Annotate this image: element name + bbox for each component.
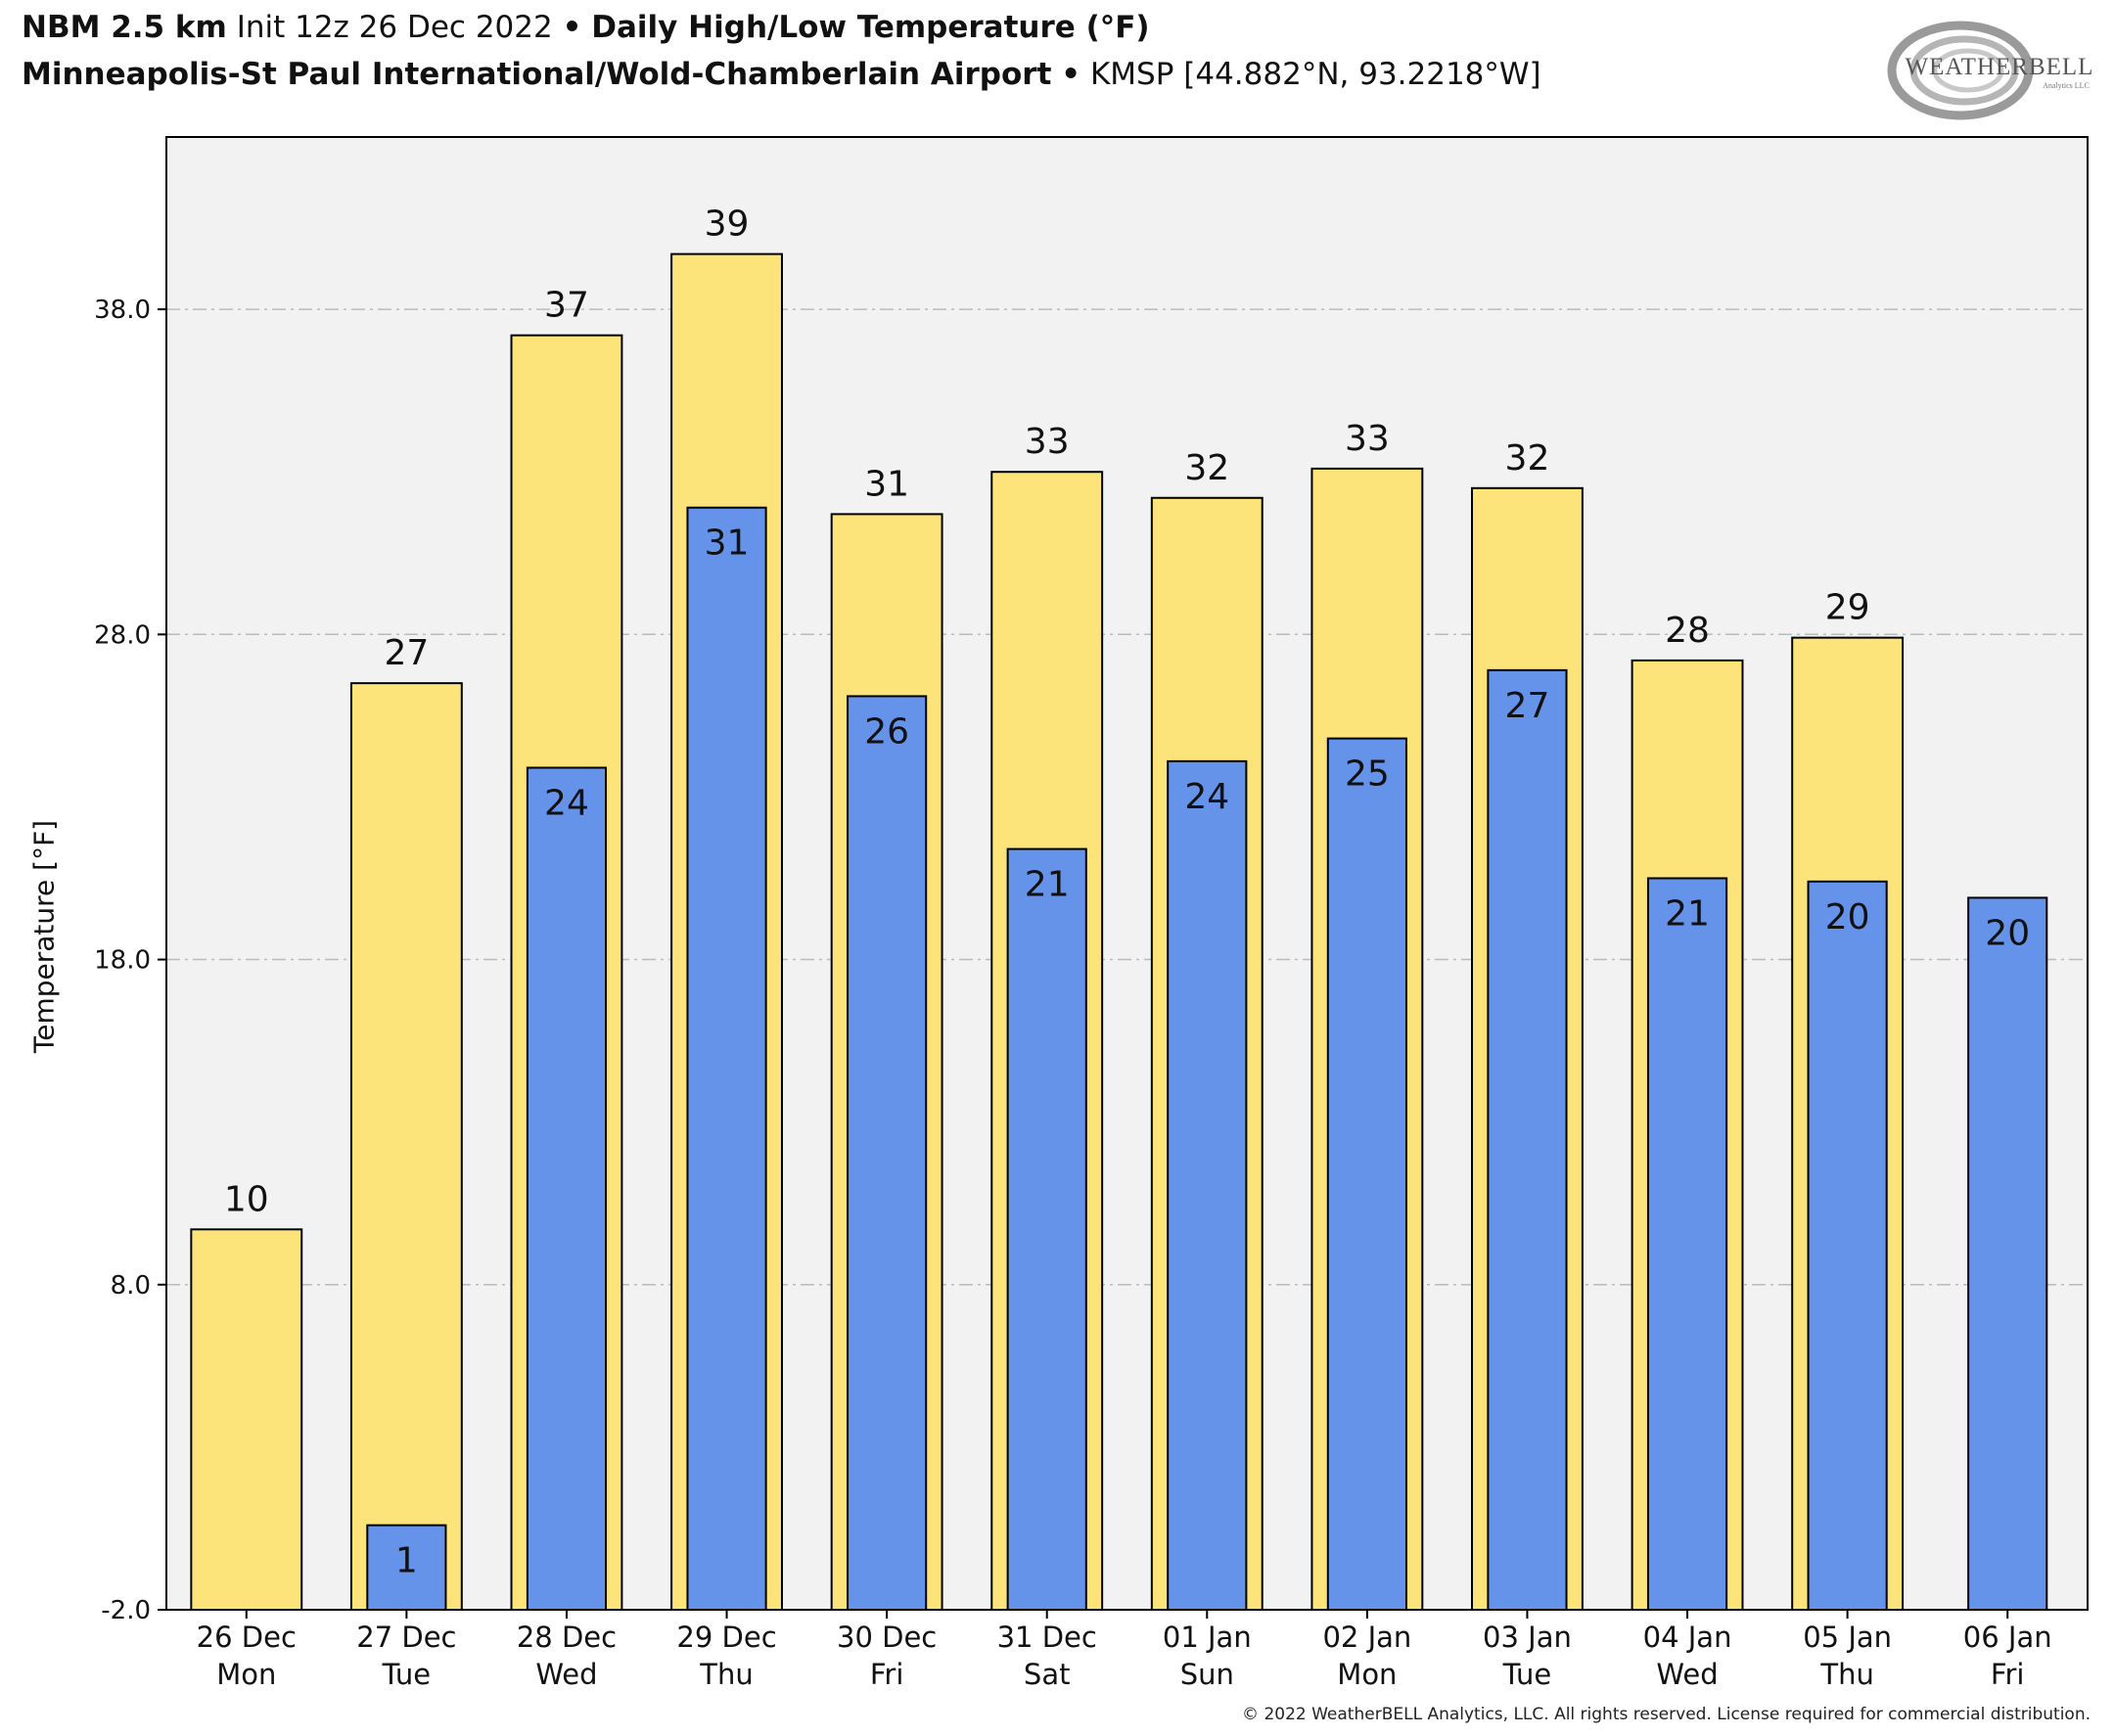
model-name: NBM 2.5 km xyxy=(22,10,227,45)
grid-lines xyxy=(166,308,2088,1286)
title-line-1: NBM 2.5 km Init 12z 26 Dec 2022 • Daily … xyxy=(22,10,1150,45)
copyright-notice: © 2022 WeatherBELL Analytics, LLC. All r… xyxy=(1242,1705,2091,1724)
x-tick-day: Thu xyxy=(699,1658,753,1691)
title-bullet-2: • xyxy=(1061,57,1081,92)
weatherbell-logo: WEATHERBELL Analytics LLC xyxy=(1887,21,2094,120)
x-tick-day: Mon xyxy=(216,1658,276,1691)
bars xyxy=(190,252,2048,1612)
y-axis-label: Temperature [°F] xyxy=(27,819,61,1054)
low-temp-label: 26 xyxy=(864,711,909,752)
low-temp-label: 21 xyxy=(1025,865,1070,905)
x-tick-day: Tue xyxy=(1502,1658,1552,1691)
x-tick-date: 28 Dec xyxy=(517,1621,617,1654)
low-temp-label: 20 xyxy=(1985,913,2030,953)
x-tick-day: Thu xyxy=(1819,1658,1873,1691)
low-temp-bar xyxy=(847,695,928,1611)
logo-text: WEATHERBELL xyxy=(1906,54,2094,80)
low-temp-bar xyxy=(1167,759,1248,1611)
title-line-2: Minneapolis-St Paul International/Wold-C… xyxy=(22,57,1541,92)
high-temp-label: 37 xyxy=(544,286,589,326)
high-temp-bar xyxy=(190,1228,303,1611)
low-temp-bar xyxy=(1326,737,1407,1611)
y-tick-label: 28.0 xyxy=(94,620,151,650)
plot-border xyxy=(165,136,2089,1611)
high-temp-label: 32 xyxy=(1184,448,1229,488)
low-temp-label: 21 xyxy=(1665,893,1710,934)
low-temp-bar xyxy=(686,506,767,1611)
x-tick-date: 03 Jan xyxy=(1483,1621,1572,1654)
high-temp-label: 28 xyxy=(1665,611,1710,651)
high-temp-label: 10 xyxy=(224,1179,269,1219)
y-tick-label: 8.0 xyxy=(111,1271,151,1301)
low-temp-label: 24 xyxy=(1184,777,1229,817)
weatherbell-swirl-icon xyxy=(1887,21,2034,120)
logo-small-text: Analytics LLC xyxy=(2043,81,2090,90)
x-tick-day: Mon xyxy=(1337,1658,1397,1691)
y-axis: -2.0 8.0 18.0 28.0 38.0 xyxy=(94,296,166,1625)
y-tick-label: -2.0 xyxy=(101,1596,151,1625)
low-temp-bar xyxy=(1487,668,1568,1611)
init-time: Init 12z 26 Dec 2022 xyxy=(236,10,553,45)
product-name: Daily High/Low Temperature (°F) xyxy=(591,10,1150,45)
low-temp-bar xyxy=(1807,880,1888,1611)
station-name: Minneapolis-St Paul International/Wold-C… xyxy=(22,57,1052,92)
high-temp-label: 33 xyxy=(1025,422,1070,462)
x-tick-date: 29 Dec xyxy=(676,1621,776,1654)
x-tick-day: Wed xyxy=(535,1658,597,1691)
low-temp-label: 24 xyxy=(544,784,589,824)
low-temp-label: 1 xyxy=(395,1541,418,1581)
low-temp-bar xyxy=(1006,847,1087,1611)
high-temp-label: 32 xyxy=(1505,438,1550,479)
plot-area xyxy=(166,137,2088,1610)
value-labels: 10 27 1 37 24 39 31 31 26 33 21 32 24 33 25 32 27 28 21 29 2… xyxy=(224,205,2030,1581)
low-temp-bar xyxy=(1967,896,2048,1611)
high-temp-label: 29 xyxy=(1825,588,1870,628)
x-tick-date: 27 Dec xyxy=(356,1621,456,1654)
high-temp-label: 39 xyxy=(705,205,750,245)
high-temp-label: 33 xyxy=(1345,419,1390,459)
x-tick-day: Fri xyxy=(1991,1658,2025,1691)
low-temp-label: 25 xyxy=(1345,754,1390,795)
x-tick-day: Sat xyxy=(1024,1658,1071,1691)
x-tick-day: Tue xyxy=(382,1658,432,1691)
x-tick-date: 06 Jan xyxy=(1963,1621,2052,1654)
low-temp-bar xyxy=(526,766,608,1611)
x-tick-date: 31 Dec xyxy=(997,1621,1097,1654)
x-tick-day: Sun xyxy=(1180,1658,1234,1691)
y-tick-label: 38.0 xyxy=(94,296,151,325)
high-temp-label: 31 xyxy=(864,464,909,504)
x-tick-date: 26 Dec xyxy=(197,1621,297,1654)
x-tick-date: 30 Dec xyxy=(837,1621,937,1654)
title-bullet: • xyxy=(562,10,582,45)
y-tick-label: 18.0 xyxy=(94,946,151,976)
x-tick-date: 02 Jan xyxy=(1322,1621,1411,1654)
x-tick-date: 01 Jan xyxy=(1163,1621,1252,1654)
x-tick-date: 04 Jan xyxy=(1643,1621,1732,1654)
low-temp-bar xyxy=(1646,877,1728,1611)
x-tick-day: Wed xyxy=(1656,1658,1718,1691)
x-tick-day: Fri xyxy=(870,1658,904,1691)
high-temp-bar xyxy=(349,682,463,1611)
high-temp-label: 27 xyxy=(384,633,429,673)
station-id: KMSP [44.882°N, 93.2218°W] xyxy=(1089,57,1541,92)
x-tick-date: 05 Jan xyxy=(1803,1621,1892,1654)
low-temp-label: 27 xyxy=(1505,686,1550,726)
low-temp-bar xyxy=(366,1524,447,1612)
low-temp-label: 31 xyxy=(705,524,750,564)
low-temp-label: 20 xyxy=(1825,897,1870,937)
x-axis: 26 Dec Mon 27 Dec Tue 28 Dec Wed 29 Dec Thu 30 D… xyxy=(197,1610,2052,1691)
